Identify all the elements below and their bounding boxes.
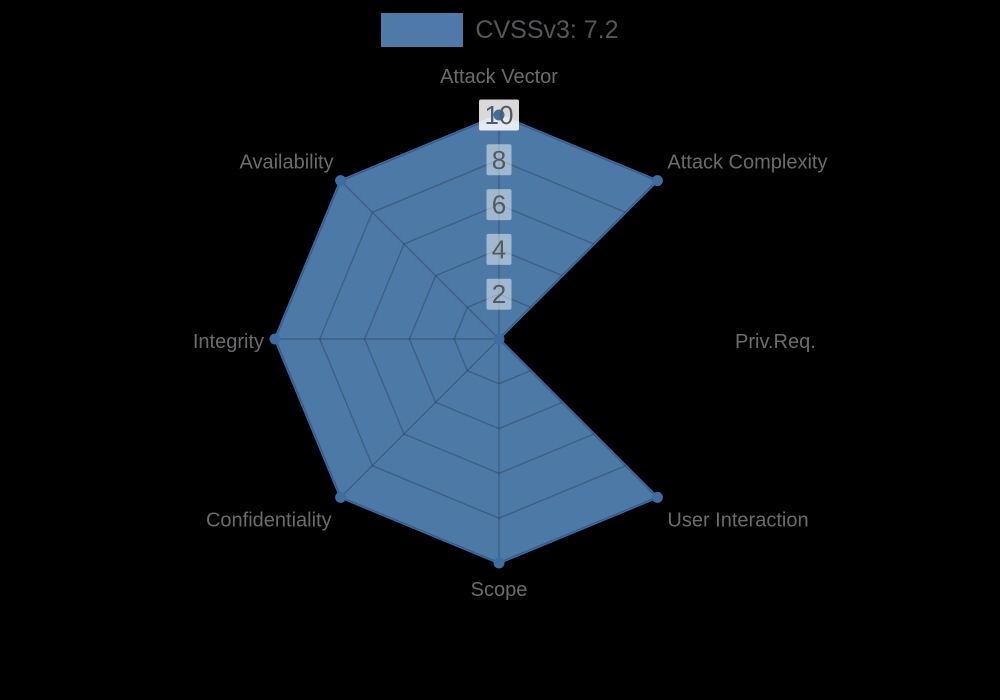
data-point-attack-complexity <box>651 175 663 187</box>
grid-ring-10 <box>275 115 658 563</box>
data-point-scope <box>493 557 505 569</box>
axis-label-user-interaction: User Interaction <box>667 509 808 531</box>
data-point-confidentiality <box>335 491 347 503</box>
axis-spoke-confidentiality <box>340 338 500 498</box>
data-point-priv-req <box>493 333 505 345</box>
tick-box-4 <box>486 233 512 265</box>
data-point-user-interaction <box>651 491 663 503</box>
axis-label-priv-req: Priv.Req. <box>735 331 816 353</box>
data-point-integrity <box>269 333 281 345</box>
tick-label-8: 8 <box>492 145 506 175</box>
axis-label-integrity: Integrity <box>193 331 264 353</box>
data-point-attack-vector <box>493 109 505 121</box>
axis-label-availability: Availability <box>239 152 333 174</box>
tick-label-10: 10 <box>485 100 514 130</box>
legend-swatch <box>381 13 464 47</box>
tick-box-8 <box>486 144 512 176</box>
tick-label-2: 2 <box>492 279 506 309</box>
axis-label-scope: Scope <box>471 579 528 601</box>
axis-label-attack-vector: Attack Vector <box>440 66 558 88</box>
radar-grid <box>275 115 658 563</box>
data-point-availability <box>335 175 347 187</box>
legend-label: CVSSv3: 7.2 <box>475 16 619 44</box>
axis-spoke-availability <box>340 180 500 340</box>
axis-label-confidentiality: Confidentiality <box>206 509 332 531</box>
axis-label-attack-complexity: Attack Complexity <box>667 152 827 174</box>
tick-box-2 <box>486 278 512 310</box>
tick-box-6 <box>486 189 512 221</box>
tick-label-6: 6 <box>492 190 506 220</box>
legend: CVSSv3: 7.2 <box>0 13 1000 47</box>
tick-label-4: 4 <box>492 234 506 264</box>
